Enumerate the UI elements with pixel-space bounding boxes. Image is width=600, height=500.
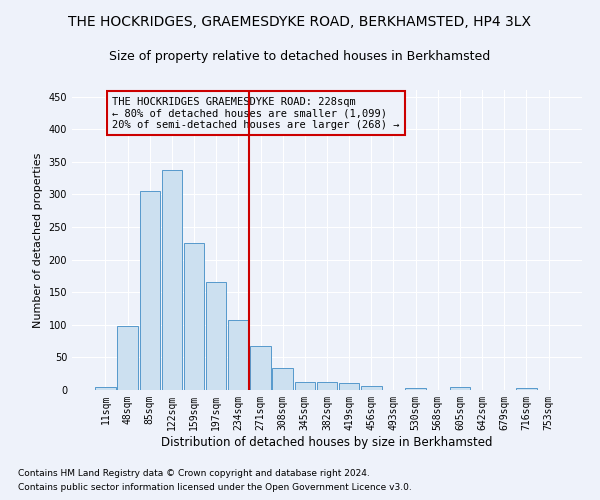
Bar: [339, 384, 359, 390]
Text: THE HOCKRIDGES GRAEMESDYKE ROAD: 228sqm
← 80% of detached houses are smaller (1,: THE HOCKRIDGES GRAEMESDYKE ROAD: 228sqm …: [112, 96, 400, 130]
Bar: [361, 386, 382, 390]
Bar: [272, 368, 293, 390]
Bar: [317, 382, 337, 390]
Bar: [184, 244, 204, 390]
Y-axis label: Number of detached properties: Number of detached properties: [33, 152, 43, 328]
Bar: [406, 388, 426, 390]
Text: THE HOCKRIDGES, GRAEMESDYKE ROAD, BERKHAMSTED, HP4 3LX: THE HOCKRIDGES, GRAEMESDYKE ROAD, BERKHA…: [68, 15, 532, 29]
Bar: [295, 382, 315, 390]
Bar: [450, 388, 470, 390]
Bar: [206, 282, 226, 390]
Text: Size of property relative to detached houses in Berkhamsted: Size of property relative to detached ho…: [109, 50, 491, 63]
Text: Contains public sector information licensed under the Open Government Licence v3: Contains public sector information licen…: [18, 484, 412, 492]
Bar: [140, 191, 160, 390]
Bar: [161, 170, 182, 390]
X-axis label: Distribution of detached houses by size in Berkhamsted: Distribution of detached houses by size …: [161, 436, 493, 448]
Text: Contains HM Land Registry data © Crown copyright and database right 2024.: Contains HM Land Registry data © Crown c…: [18, 468, 370, 477]
Bar: [118, 326, 138, 390]
Bar: [228, 320, 248, 390]
Bar: [516, 388, 536, 390]
Bar: [95, 386, 116, 390]
Bar: [250, 346, 271, 390]
